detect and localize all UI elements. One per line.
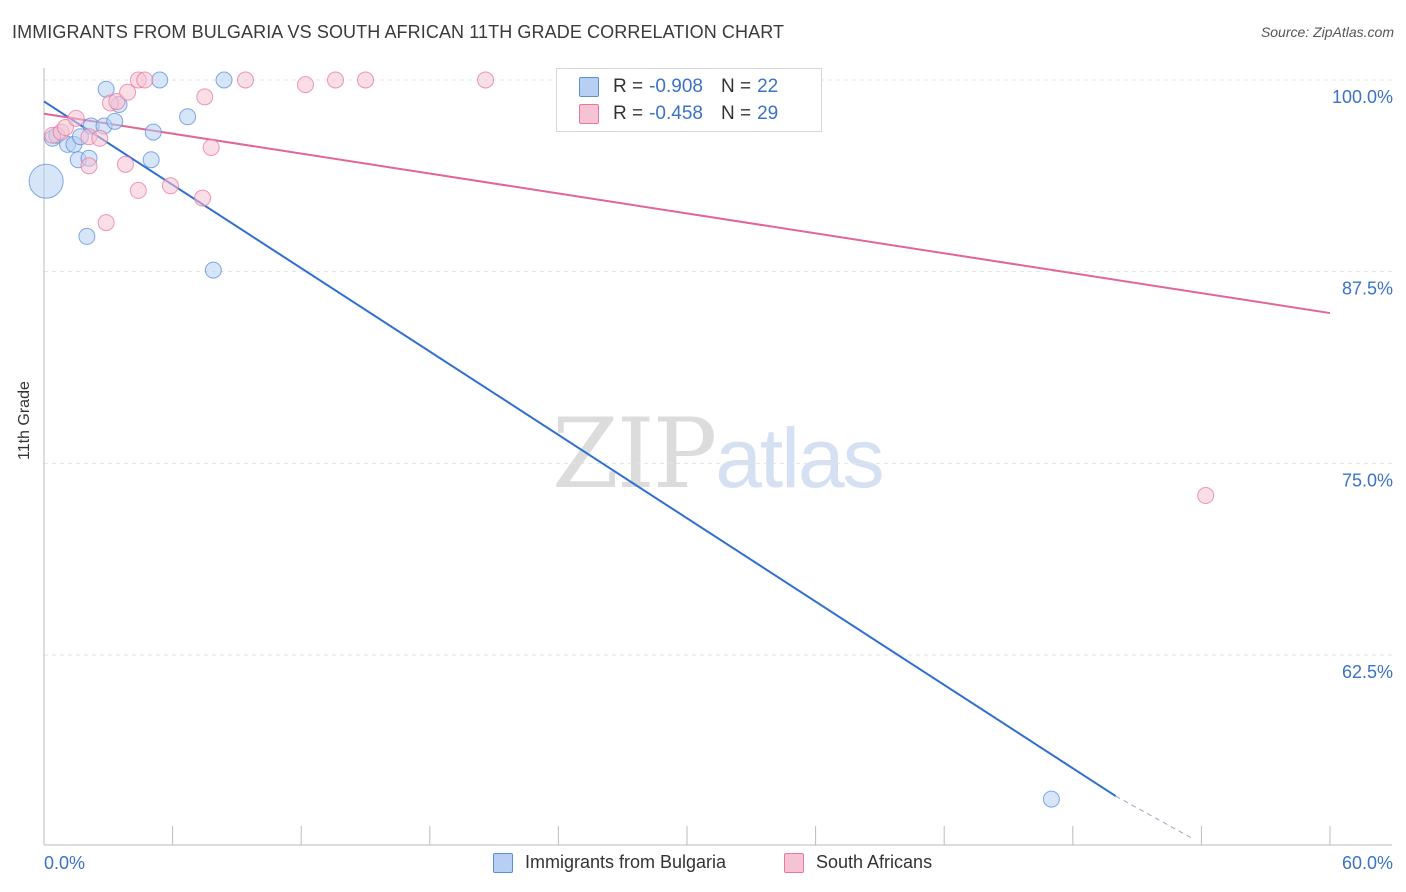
data-point xyxy=(196,88,214,106)
data-point xyxy=(215,71,233,89)
data-point xyxy=(194,189,212,207)
data-point xyxy=(236,71,254,89)
data-point xyxy=(116,155,134,173)
stats-legend: R = -0.908 N = 22 R = -0.458 N = 29 xyxy=(556,68,822,132)
axes xyxy=(43,68,1392,846)
data-point xyxy=(129,181,147,199)
data-point xyxy=(151,71,169,89)
watermark: ZIPatlas xyxy=(552,398,885,510)
legend-r-value: -0.908 xyxy=(649,76,703,97)
legend-n-value: 29 xyxy=(757,103,779,124)
legend-n-label: N = xyxy=(720,76,752,97)
data-point xyxy=(78,227,96,245)
x-tick-label: 60.0% xyxy=(1342,853,1393,873)
watermark-atlas: atlas xyxy=(715,411,884,505)
data-point xyxy=(326,71,344,89)
y-tick-label: 75.0% xyxy=(1342,470,1393,490)
y-axis-label: 11th Grade xyxy=(16,381,33,460)
legend-n-label: N = xyxy=(720,103,752,124)
y-tick-label: 100.0% xyxy=(1332,87,1393,107)
gridlines xyxy=(44,79,1392,656)
data-point xyxy=(1197,487,1215,505)
trend-line-extension xyxy=(1115,795,1191,838)
legend-r-value: -0.458 xyxy=(649,103,703,124)
data-point xyxy=(144,123,162,141)
y-tick-label: 62.5% xyxy=(1342,662,1393,682)
data-point xyxy=(119,83,137,101)
data-point xyxy=(296,76,314,94)
data-point xyxy=(106,112,124,130)
data-point xyxy=(357,71,374,89)
data-point xyxy=(179,108,197,126)
data-point xyxy=(136,71,154,89)
data-point xyxy=(202,138,220,156)
legend-swatch-south-africans xyxy=(784,852,804,873)
legend-n-value: 22 xyxy=(757,76,779,97)
legend-item-label: Immigrants from Bulgaria xyxy=(525,852,727,872)
chart-title: IMMIGRANTS FROM BULGARIA VS SOUTH AFRICA… xyxy=(12,22,785,42)
legend-swatch-bulgaria xyxy=(493,852,513,873)
data-point xyxy=(67,109,85,127)
legend-item-south-africans[interactable]: South Africans xyxy=(784,852,932,873)
x-tick-label: 0.0% xyxy=(44,853,85,873)
data-point xyxy=(97,214,115,232)
data-points xyxy=(28,71,1215,808)
legend-item-bulgaria[interactable]: Immigrants from Bulgaria xyxy=(493,852,726,873)
legend-swatch-bulgaria xyxy=(579,77,599,97)
data-point xyxy=(204,261,222,279)
data-point xyxy=(28,163,64,199)
series-legend: Immigrants from Bulgaria South Africans xyxy=(0,852,1406,878)
legend-swatch-south-africans xyxy=(579,104,599,124)
data-point xyxy=(477,71,495,89)
watermark-zip: ZIP xyxy=(552,398,717,510)
legend-r-label: R = xyxy=(613,103,644,124)
tick-labels: 100.0% 87.5% 75.0% 62.5% 0.0% 60.0% xyxy=(44,87,1393,873)
y-tick-label: 87.5% xyxy=(1342,279,1393,299)
legend-item-label: South Africans xyxy=(816,852,933,872)
legend-row-bulgaria: R = -0.908 N = 22 xyxy=(579,74,778,100)
trend-line xyxy=(43,112,1331,315)
trend-line xyxy=(43,100,1117,797)
data-point xyxy=(161,177,179,195)
data-point xyxy=(80,157,98,175)
legend-r-label: R = xyxy=(613,76,644,97)
data-point xyxy=(1042,790,1060,808)
source-label: Source: ZipAtlas.com xyxy=(1260,24,1394,40)
data-point xyxy=(91,129,109,147)
trend-lines xyxy=(43,100,1331,838)
legend-row-south-africans: R = -0.458 N = 29 xyxy=(579,101,778,127)
data-point xyxy=(142,151,160,169)
